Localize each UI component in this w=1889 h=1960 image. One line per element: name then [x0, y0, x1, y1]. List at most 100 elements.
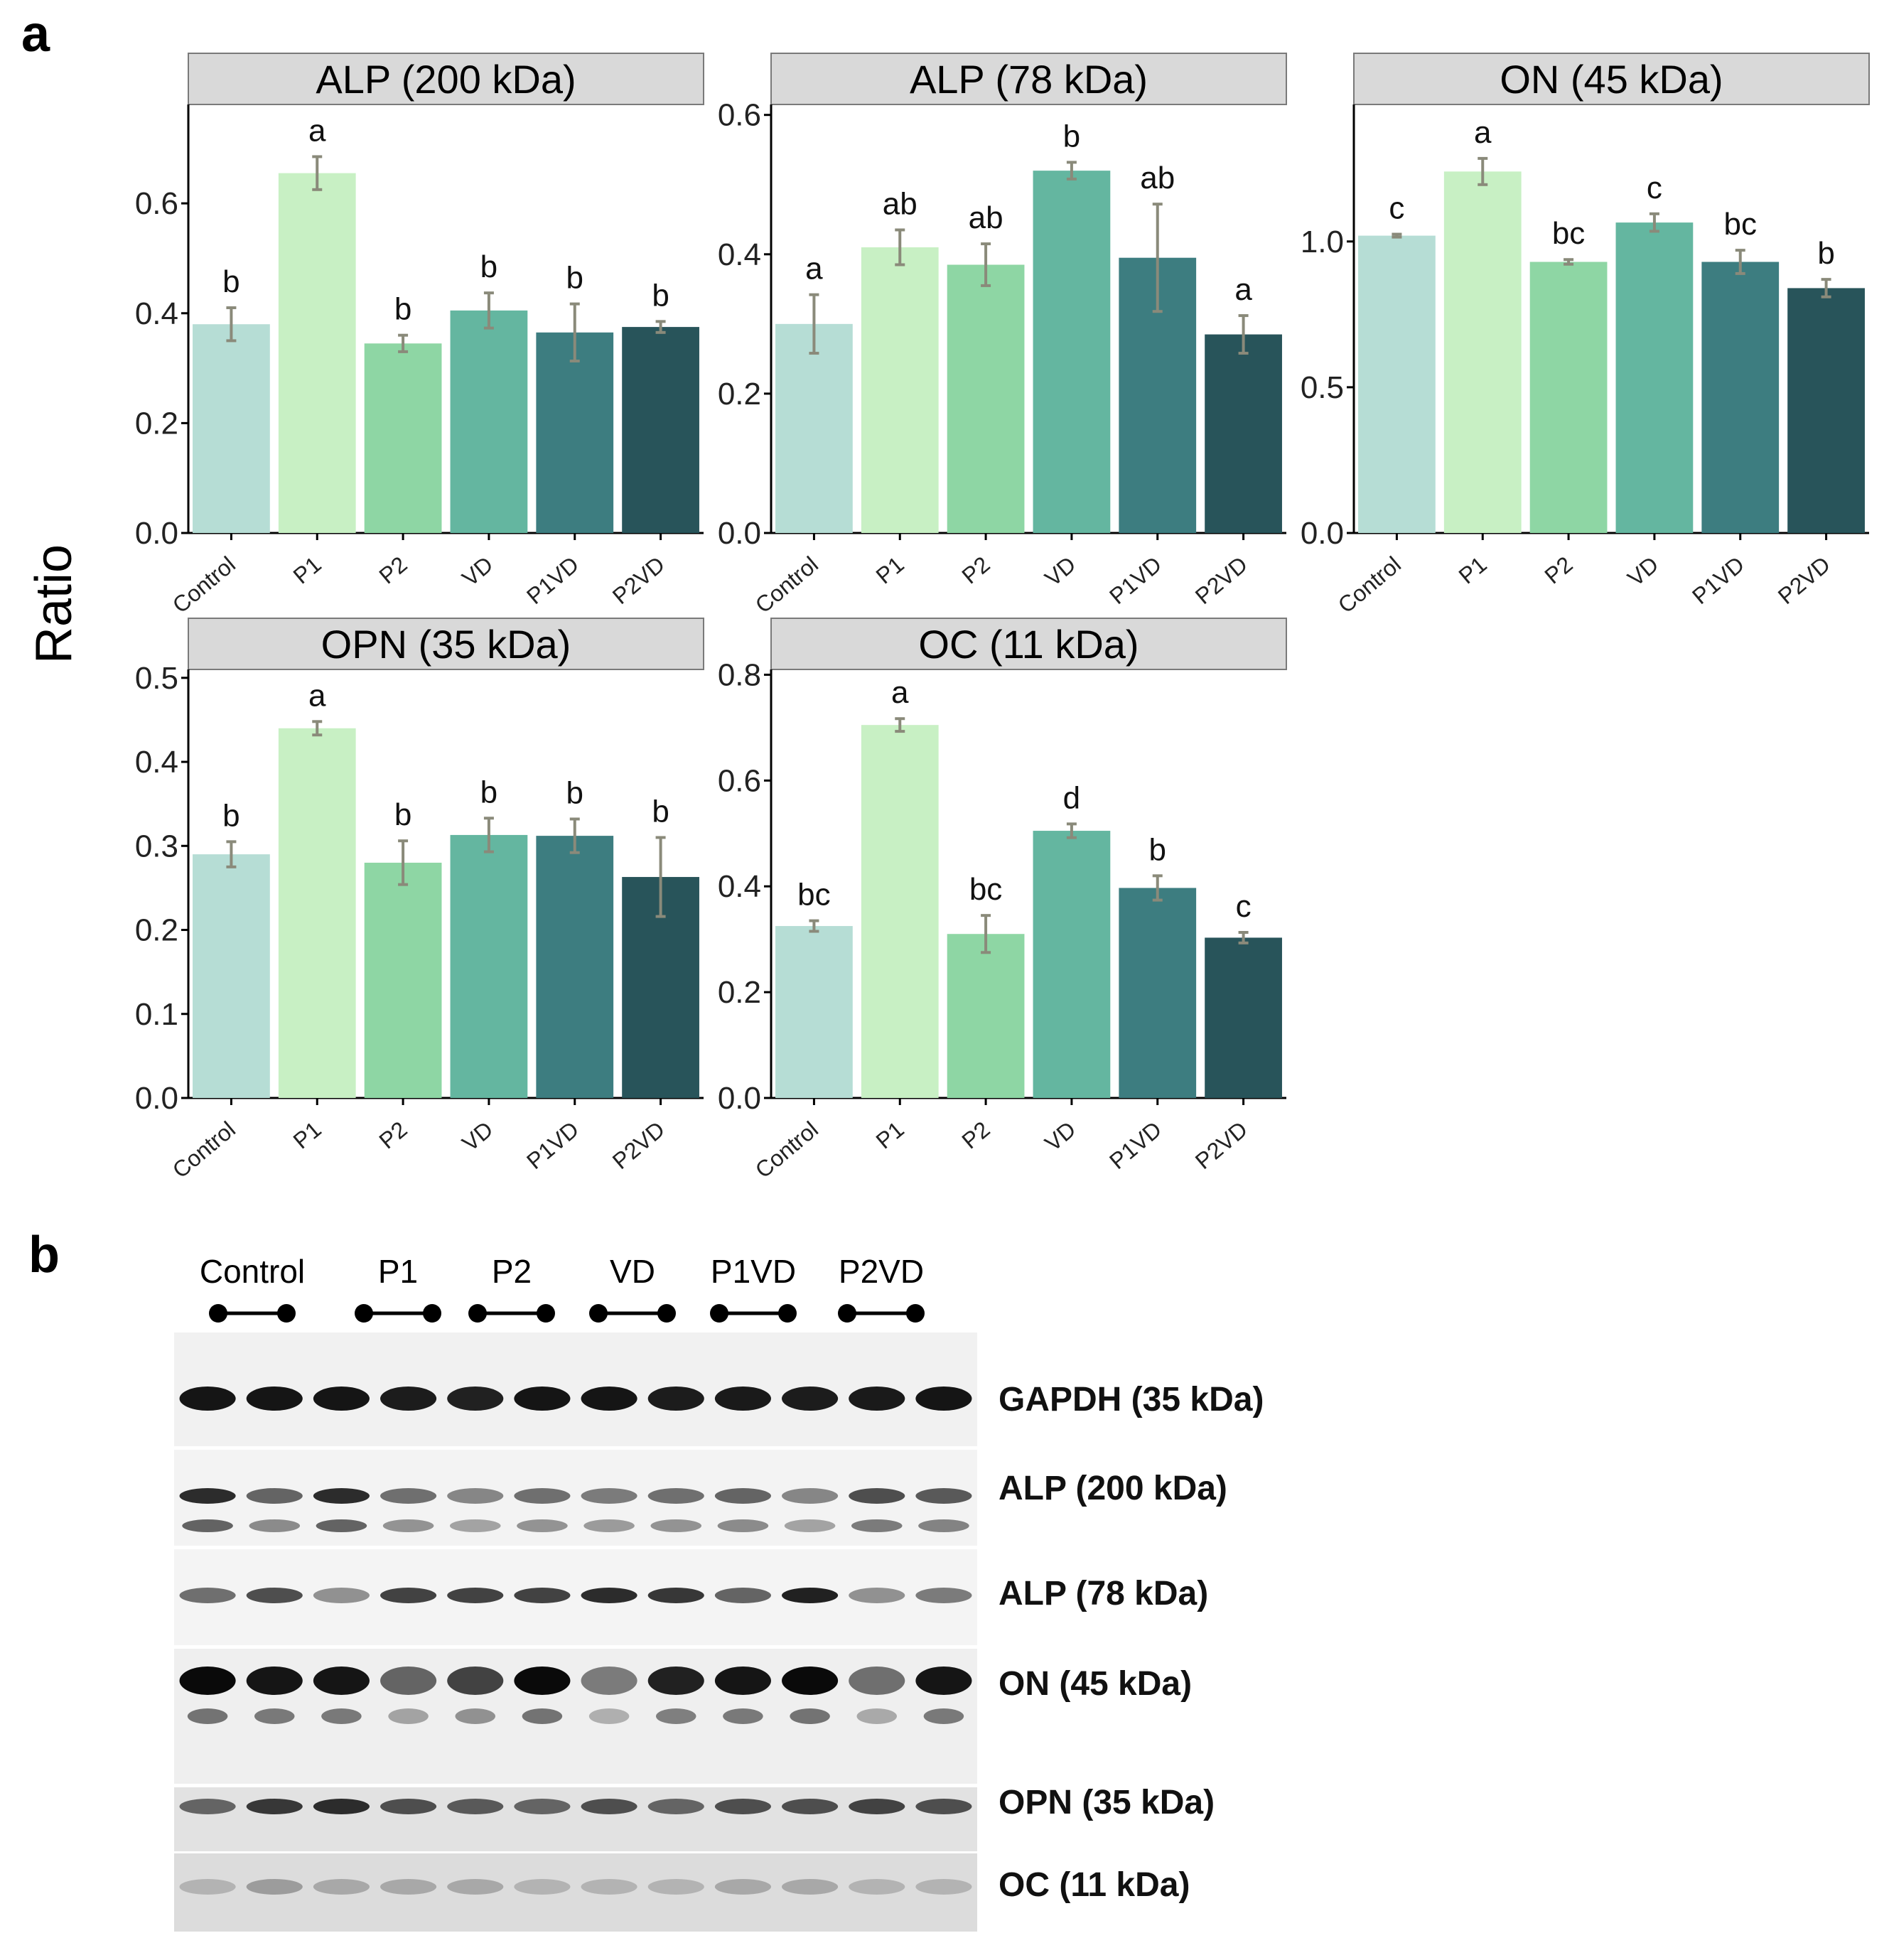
- blot-band: [782, 1666, 839, 1695]
- chart-title: ALP (78 kDa): [910, 57, 1148, 102]
- significance-letter: a: [805, 252, 823, 286]
- bar-p1vd: [536, 836, 614, 1098]
- lane-dot: [657, 1304, 676, 1323]
- blot-band-secondary: [449, 1519, 501, 1532]
- lane-group-label: VD: [610, 1253, 655, 1290]
- bar-p1: [278, 173, 356, 533]
- significance-letter: d: [1063, 780, 1080, 815]
- blot-band: [647, 1488, 704, 1504]
- blot-strip: ALP (78 kDa): [174, 1549, 1208, 1645]
- significance-letter: b: [480, 249, 497, 284]
- blot-band-secondary: [254, 1708, 295, 1724]
- blot-band: [380, 1588, 437, 1603]
- blot-band: [179, 1799, 236, 1814]
- blot-band: [782, 1879, 839, 1895]
- blot-band: [581, 1799, 637, 1814]
- y-tick-label: 0.2: [718, 377, 761, 411]
- significance-letter: b: [480, 775, 497, 809]
- significance-letter: c: [1389, 191, 1404, 226]
- blot-band-secondary: [517, 1519, 568, 1532]
- blot-band-secondary: [382, 1519, 434, 1532]
- facet-strip: [770, 53, 1287, 105]
- y-tick-label: 0.6: [718, 763, 761, 798]
- blot-strip: ON (45 kDa): [174, 1649, 1192, 1784]
- blot-band: [447, 1879, 504, 1895]
- significance-letter: bc: [797, 878, 830, 912]
- bar-p2: [364, 862, 442, 1098]
- chart-title: OPN (35 kDa): [321, 622, 571, 667]
- bar-control: [775, 926, 853, 1098]
- blot-band-secondary: [851, 1519, 903, 1532]
- significance-letter: a: [308, 678, 326, 713]
- significance-letter: b: [652, 278, 669, 313]
- blot-band: [514, 1666, 571, 1695]
- lane-dot: [838, 1304, 856, 1323]
- y-tick-label: 0.0: [135, 1081, 178, 1116]
- blot-band-secondary: [918, 1519, 969, 1532]
- bar-p2vd: [1205, 937, 1282, 1098]
- significance-letter: b: [566, 775, 583, 810]
- significance-letter: a: [1474, 115, 1492, 150]
- blot-band: [782, 1488, 839, 1504]
- blot-band-secondary: [455, 1708, 495, 1724]
- chart-title: ON (45 kDa): [1500, 57, 1723, 102]
- facet-strip: [1353, 53, 1870, 105]
- blot-band: [179, 1666, 236, 1695]
- blot-band-secondary: [790, 1708, 830, 1724]
- bar-p2: [1529, 262, 1608, 533]
- blot-band: [714, 1879, 771, 1895]
- significance-letter: c: [1647, 171, 1662, 205]
- y-tick-label: 0.4: [718, 869, 761, 904]
- significance-letter: b: [1149, 832, 1166, 867]
- blot-band: [581, 1588, 637, 1603]
- chart-title: ALP (200 kDa): [316, 57, 576, 102]
- blot-band: [849, 1386, 905, 1411]
- blot-band: [915, 1588, 972, 1603]
- y-tick-label: 0.8: [718, 657, 761, 692]
- blot-band-secondary: [182, 1519, 233, 1532]
- blot-band: [246, 1799, 303, 1814]
- blot-band: [714, 1488, 771, 1504]
- lane-dot: [209, 1304, 227, 1323]
- blot-band: [849, 1488, 905, 1504]
- bar-vd: [1615, 222, 1694, 533]
- significance-letter: ab: [1140, 161, 1175, 195]
- bar-control: [1358, 235, 1436, 533]
- blot-membrane: [174, 1549, 977, 1645]
- blot-band-label: OC (11 kDa): [999, 1866, 1190, 1904]
- blot-band: [714, 1799, 771, 1814]
- blot-band: [313, 1488, 370, 1504]
- bar-p2: [947, 264, 1025, 533]
- significance-letter: b: [1063, 119, 1080, 154]
- blot-band: [179, 1386, 236, 1411]
- panel-a-letter: a: [21, 6, 50, 63]
- bar-p2vd: [1205, 334, 1282, 533]
- blot-band: [380, 1386, 437, 1411]
- blot-band: [647, 1588, 704, 1603]
- blot-band: [514, 1879, 571, 1895]
- blot-band-secondary: [522, 1708, 563, 1724]
- bar-vd: [450, 834, 528, 1098]
- bar-p1: [861, 725, 939, 1098]
- facet-strip: [188, 618, 704, 670]
- y-tick-label: 0.0: [1301, 516, 1344, 551]
- blot-band-secondary: [856, 1708, 897, 1724]
- y-tick-label: 0.2: [718, 975, 761, 1010]
- y-tick-label: 0.2: [135, 406, 178, 441]
- significance-letter: a: [891, 675, 909, 710]
- blot-band: [313, 1799, 370, 1814]
- blot-band: [714, 1588, 771, 1603]
- blot-band: [714, 1386, 771, 1411]
- facet-strip: [770, 618, 1287, 670]
- blot-band: [380, 1799, 437, 1814]
- significance-letter: a: [1234, 272, 1252, 307]
- significance-letter: bc: [1724, 207, 1757, 242]
- blot-band: [915, 1488, 972, 1504]
- blot-band: [782, 1588, 839, 1603]
- blot-band: [514, 1488, 571, 1504]
- blot-band: [246, 1588, 303, 1603]
- blot-band: [313, 1588, 370, 1603]
- bar-control: [193, 854, 270, 1098]
